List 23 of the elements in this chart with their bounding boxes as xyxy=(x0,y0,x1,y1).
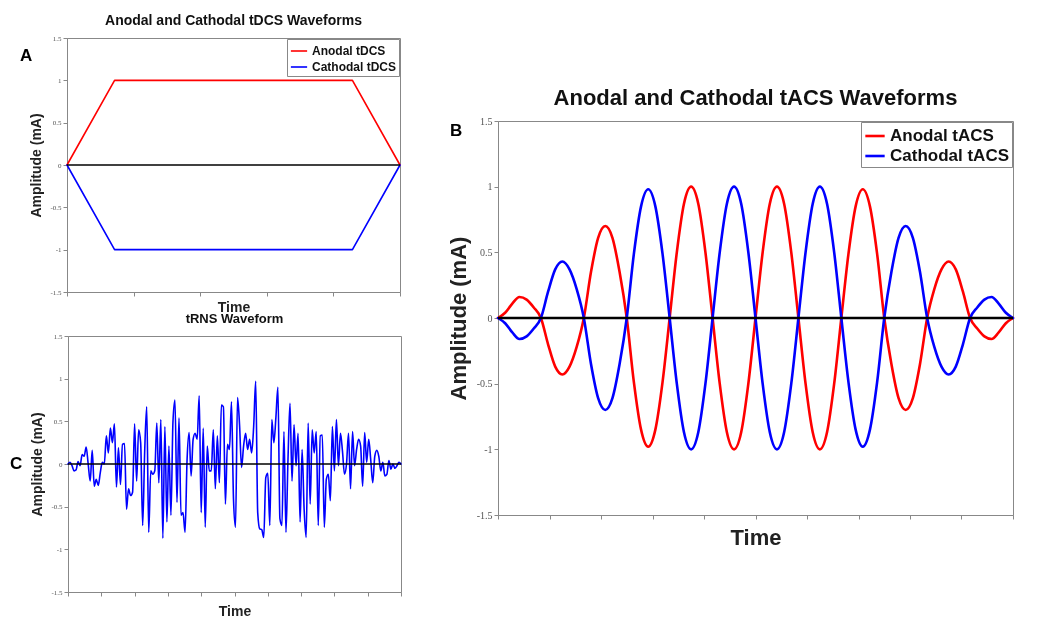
y-tick-label: -1 xyxy=(484,443,493,455)
legend-label: Cathodal tACS xyxy=(890,146,1009,165)
y-tick-label: 0.5 xyxy=(480,246,493,258)
legend-label: Anodal tDCS xyxy=(312,44,386,58)
chart-title: Anodal and Cathodal tDCS Waveforms xyxy=(105,12,363,28)
x-axis-title: Time xyxy=(730,525,782,550)
legend-label: Anodal tACS xyxy=(890,126,994,145)
y-tick-label: 1 xyxy=(487,181,493,193)
chart-title: Anodal and Cathodal tACS Waveforms xyxy=(553,85,958,110)
text: A xyxy=(20,46,33,66)
line-series xyxy=(67,380,402,540)
y-axis-title: Amplitude (mA) xyxy=(29,412,46,517)
x-axis-title: Time xyxy=(218,603,252,619)
legend-label: Cathodal tDCS xyxy=(312,60,396,74)
y-tick-label: -1.5 xyxy=(476,509,493,521)
text: B xyxy=(450,121,463,141)
y-tick-label: -0.5 xyxy=(476,378,493,390)
text: C xyxy=(10,454,23,474)
line-series xyxy=(496,185,1015,451)
y-axis-title: Amplitude (mA) xyxy=(28,113,45,218)
y-tick-label: 0 xyxy=(487,312,493,324)
y-tick-label: 1.5 xyxy=(480,115,493,127)
y-axis-title: Amplitude (mA) xyxy=(445,236,471,401)
